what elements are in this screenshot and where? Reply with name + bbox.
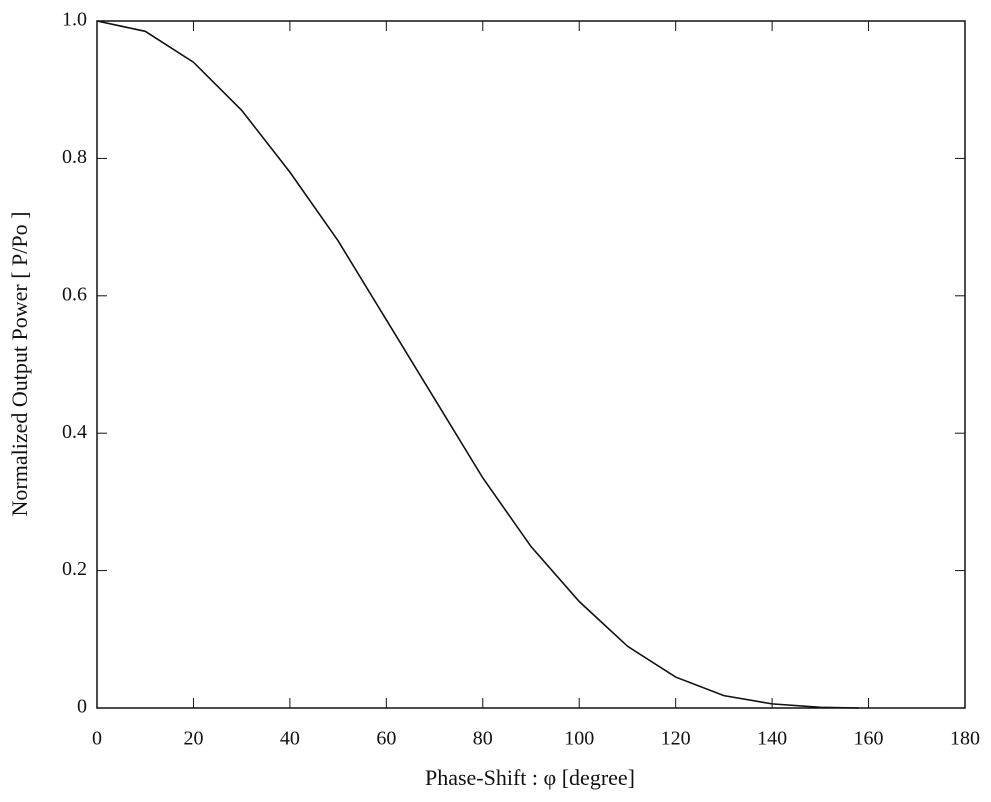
x-tick-label: 160	[854, 728, 884, 750]
y-tick-label: 0.6	[62, 283, 87, 305]
x-tick-label: 40	[280, 728, 300, 750]
x-tick-label: 120	[661, 728, 691, 750]
x-tick-label: 100	[564, 728, 594, 750]
x-tick-label: 60	[376, 728, 396, 750]
x-tick-label: 0	[92, 728, 102, 750]
x-tick-label: 80	[473, 728, 493, 750]
x-tick-label: 20	[183, 728, 203, 750]
y-axis-label: Normalized Output Power [ P/Po ]	[7, 212, 32, 517]
plot-frame	[96, 20, 966, 709]
y-tick-label: 0.2	[62, 558, 87, 580]
x-tick-label: 180	[950, 728, 980, 750]
y-tick-label: 0.4	[62, 421, 87, 443]
x-axis-label: Phase-Shift : φ [degree]	[425, 765, 635, 790]
y-tick-label: 1.0	[62, 9, 87, 31]
y-tick-label: 0	[77, 696, 87, 718]
x-tick-label: 140	[757, 728, 787, 750]
data-line	[96, 20, 859, 709]
y-tick-label: 0.8	[62, 146, 87, 168]
